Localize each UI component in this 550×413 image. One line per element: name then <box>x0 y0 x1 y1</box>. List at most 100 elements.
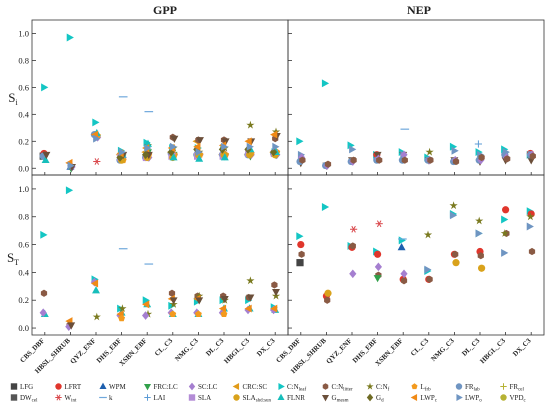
point-CNf-HBGL_C3 <box>500 229 509 237</box>
point-LWPo-HBSL_SHRUB <box>67 161 75 170</box>
legend-item-LAI: LAI <box>144 394 166 402</box>
legend-label: Lfrb <box>421 383 432 393</box>
point-LWPo-DL_C3 <box>221 142 229 151</box>
x-tick-label: DL_C3 <box>460 336 481 357</box>
point-CNleaf-QYZ_ENF <box>92 118 100 127</box>
legend-label: FRC:LC <box>154 383 178 391</box>
legend-label: FRlab <box>465 383 480 393</box>
x-tick-label: NMG_C3 <box>174 336 201 363</box>
point-CNlitter-DL_C3 <box>478 153 485 162</box>
point-LWPc-DX_C3 <box>270 304 278 313</box>
point-FLNR-DL_C3 <box>220 153 229 161</box>
legend-label: DWcel <box>20 394 38 404</box>
legend-label: LAI <box>154 394 166 402</box>
legend-item-CNleaf: C:Nleaf <box>278 382 306 393</box>
point-CNleaf-HBSL_SHRUB <box>65 186 74 195</box>
plot-area: 0.0 0.2 0.4 0.6 0.8 1.0 0.0 0.2 0.4 0.6 0.8 1.0 <box>18 19 545 336</box>
legend-label: C:Nf <box>376 383 390 393</box>
x-tick-label: DL_C3 <box>204 336 225 357</box>
point-FLNR-CBS_DBF <box>41 155 50 164</box>
x-tick-label: QYZ_ENF <box>325 337 354 366</box>
panel-frame <box>287 174 545 336</box>
point-LWPc-QYZ_ENF <box>90 279 99 288</box>
legend-label: SC:LC <box>198 383 218 391</box>
point-FRCLC-DHS_EBF <box>373 275 382 283</box>
panel-4 <box>287 174 545 336</box>
point-CNf-DL_C3 <box>475 216 484 225</box>
legend-marker-Wint <box>55 394 62 401</box>
point-LWPc-NMG_C3 <box>193 142 201 151</box>
point-Wint-DHS_EBF <box>375 220 383 228</box>
legend-item-LFRT: LFRT <box>55 383 82 391</box>
legend-marker-LFRT <box>55 383 62 390</box>
point-Gmesm-HBGL_C3 <box>246 294 255 302</box>
point-LWPc-XSBN_EBF <box>142 300 150 309</box>
point-CNlitter-XSBN_EBF <box>400 277 408 285</box>
legend-marker-CNf <box>366 382 374 390</box>
legend-item-VPDc: VPDc <box>500 394 527 404</box>
point-LWPo-DL_C3 <box>475 229 483 238</box>
point-Gmesm-DX_C3 <box>272 288 280 297</box>
point-CNleaf-HBSL_SHRUB <box>321 79 330 88</box>
point-CNf-XSBN_EBF <box>143 309 153 318</box>
legend-item-FLNR: FLNR <box>277 393 305 402</box>
legend-marker-Gd <box>366 393 374 402</box>
point-CNf-CL_C3 <box>423 230 433 239</box>
point-Gmesm-CL_C3 <box>170 135 179 143</box>
legend-label: LWPc <box>421 394 438 404</box>
x-tick-label: XSBN_EBF <box>118 337 149 368</box>
x-tick-label: DX_C3 <box>511 336 533 358</box>
legend-item-SLAshdsun: SLAshd:sun <box>233 394 272 404</box>
point-CNlitter-CBS_DBF <box>299 156 306 164</box>
y-tick-label: 0.2 <box>18 295 29 305</box>
legend-label: LFG <box>20 383 33 391</box>
y-tick-label: 0.8 <box>18 212 29 222</box>
point-CNlitter-CL_C3 <box>427 156 434 164</box>
legend-item-LWPo: LWPo <box>456 393 482 404</box>
legend-marker-CRCSC <box>232 382 240 391</box>
x-tick-label: XSBN_EBF <box>374 337 405 368</box>
legend-item-Gmesm: Gmesm <box>321 394 349 404</box>
legend-item-DWcel: DWcel <box>10 394 38 404</box>
panel-2 <box>287 19 545 176</box>
point-Gd-DX_C3 <box>270 147 278 157</box>
point-CNlitter-DX_C3 <box>528 247 536 256</box>
point-SCLC-DHS_EBF <box>374 262 382 272</box>
point-Lfrb-DHS_EBF <box>118 314 126 322</box>
legend-marker-DWcel <box>10 394 18 401</box>
panel-1: 0.0 0.2 0.4 0.6 0.8 1.0 <box>18 19 289 176</box>
point-CNf-DHS_EBF <box>118 304 127 313</box>
y-tick-label: 0.4 <box>18 267 29 277</box>
point-LWPo-QYZ_ENF <box>349 145 357 154</box>
y-tick-label: 0.6 <box>18 82 29 92</box>
legend-label: C:Nleaf <box>287 383 306 393</box>
point-LFRT-CBS_DBF <box>297 240 305 249</box>
title-gpp: GPP <box>153 3 177 17</box>
legend-marker-SLAshdsun <box>233 394 240 401</box>
y-label-si: Si <box>8 90 18 107</box>
point-CNlitter-HBSL_SHRUB <box>324 296 331 304</box>
legend-label: C:Nlitter <box>332 383 353 393</box>
point-LWPo-HBGL_C3 <box>501 248 509 257</box>
point-Wint-QYZ_ENF <box>350 225 358 233</box>
legend-marker-CNlitter <box>322 383 329 390</box>
y-tick-label: 1.0 <box>18 184 29 194</box>
y-tick-label: 0.0 <box>18 163 29 173</box>
point-SCLC-QYZ_ENF <box>349 269 357 279</box>
legend-item-CNlitter: C:Nlitter <box>322 383 353 393</box>
point-CNf-QYZ_ENF <box>92 312 101 321</box>
x-tick-label: QYZ_ENF <box>69 337 98 366</box>
legend-item-Lfrb: Lfrb <box>411 383 431 393</box>
point-CNlitter-HBGL_C3 <box>504 155 511 163</box>
y-tick-label: 0.8 <box>18 55 29 65</box>
legend-label: LFRT <box>65 383 82 391</box>
legend-label: VPDc <box>510 394 527 404</box>
legend-label: CRC:SC <box>243 383 268 391</box>
point-CNlitter-NMG_C3 <box>452 157 460 166</box>
x-tick-label: DX_C3 <box>255 336 277 358</box>
point-Wint-QYZ_ENF <box>93 158 101 165</box>
point-CNf-HBGL_C3 <box>246 276 255 285</box>
point-LWPo-CL_C3 <box>424 265 432 274</box>
point-LWPc-DL_C3 <box>218 304 227 313</box>
point-LWPc-DX_C3 <box>270 130 278 139</box>
